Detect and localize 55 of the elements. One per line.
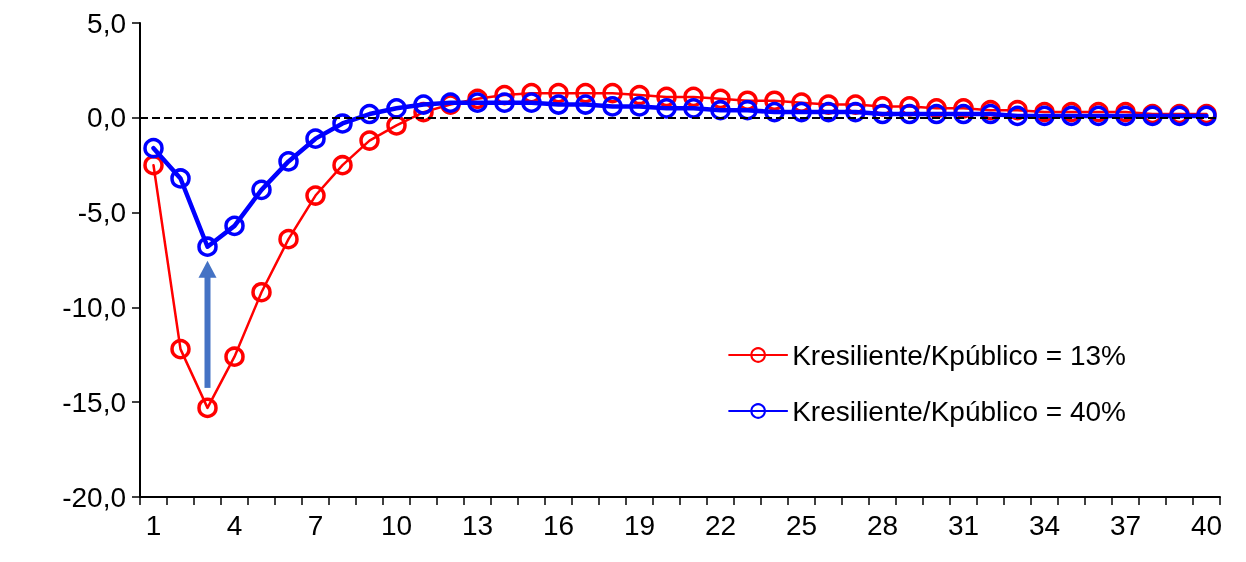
point	[899, 103, 920, 125]
x-tick-label: 34	[1028, 509, 1061, 541]
y-tick-label: -20,0	[62, 481, 126, 513]
x-tick-label: 28	[866, 509, 899, 541]
point	[602, 96, 623, 117]
point	[683, 98, 704, 119]
y-tick-label: -15,0	[62, 386, 126, 418]
point	[251, 179, 272, 201]
point	[629, 96, 650, 117]
point	[251, 281, 272, 303]
x-tick-label: 1	[145, 509, 162, 541]
x-tick-label: 25	[785, 509, 818, 541]
x-tick-label: 22	[704, 509, 737, 541]
legend-label: Kresiliente/Kpúblico = 13%	[792, 339, 1127, 371]
x-tick-label: 13	[461, 509, 494, 541]
legend-label: Kresiliente/Kpúblico = 40%	[792, 395, 1127, 427]
y-tick-label: 0,0	[87, 102, 126, 134]
point	[1007, 105, 1028, 127]
x-tick-label: 31	[947, 509, 980, 541]
point	[575, 94, 596, 115]
x-tick-label: 19	[623, 509, 656, 541]
point	[872, 103, 893, 125]
x-tick-label: 40	[1190, 509, 1223, 541]
x-tick-label: 7	[307, 509, 324, 541]
point	[494, 92, 515, 113]
point	[791, 101, 812, 123]
point	[413, 94, 434, 115]
point	[521, 92, 542, 113]
point	[332, 154, 353, 176]
point	[170, 338, 191, 360]
point	[305, 185, 326, 206]
x-tick-label: 37	[1109, 509, 1142, 541]
y-tick-label: 5,0	[87, 7, 126, 39]
point	[656, 98, 677, 119]
y-tick-label: -5,0	[77, 197, 126, 229]
point	[386, 98, 407, 119]
point	[359, 103, 380, 125]
point	[926, 103, 947, 125]
point	[224, 346, 245, 367]
point	[224, 215, 245, 237]
x-tick-label: 10	[380, 509, 413, 541]
point	[278, 228, 299, 250]
point	[278, 151, 299, 172]
point	[197, 236, 218, 257]
point	[170, 168, 191, 189]
point	[818, 101, 839, 123]
point	[953, 103, 974, 125]
point	[197, 397, 218, 419]
point	[143, 137, 164, 159]
point	[359, 130, 380, 151]
y-tick-label: -10,0	[62, 291, 126, 323]
point	[305, 128, 326, 149]
point	[548, 94, 569, 115]
x-tick-label: 4	[226, 509, 243, 541]
x-tick-label: 16	[542, 509, 575, 541]
